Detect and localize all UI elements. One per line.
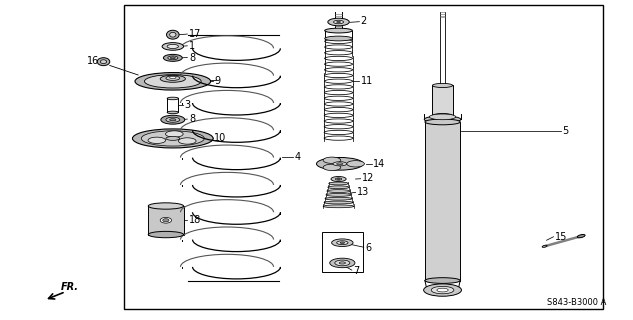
Text: FR.: FR. [61, 282, 79, 292]
Ellipse shape [160, 75, 185, 82]
Ellipse shape [166, 117, 180, 122]
Ellipse shape [327, 190, 350, 193]
Ellipse shape [423, 284, 461, 296]
Ellipse shape [339, 262, 346, 264]
Ellipse shape [170, 119, 176, 121]
Ellipse shape [167, 111, 179, 114]
Ellipse shape [97, 58, 110, 66]
Ellipse shape [332, 239, 353, 246]
Ellipse shape [424, 116, 461, 123]
Ellipse shape [163, 219, 169, 222]
Text: 14: 14 [373, 159, 385, 169]
Ellipse shape [135, 73, 211, 90]
Text: 12: 12 [362, 173, 374, 183]
Ellipse shape [162, 43, 184, 50]
Ellipse shape [432, 114, 453, 118]
Ellipse shape [328, 186, 349, 189]
Ellipse shape [337, 179, 340, 180]
Text: 16: 16 [87, 56, 99, 66]
Ellipse shape [325, 197, 352, 200]
Ellipse shape [179, 138, 196, 144]
Text: 17: 17 [189, 29, 201, 39]
Text: 6: 6 [366, 243, 372, 253]
Text: 7: 7 [353, 266, 360, 276]
Ellipse shape [429, 114, 456, 120]
Bar [124, 4, 603, 309]
Ellipse shape [167, 44, 179, 49]
Text: 1: 1 [189, 41, 196, 51]
Ellipse shape [168, 56, 178, 60]
Ellipse shape [325, 28, 353, 33]
Text: 13: 13 [357, 187, 369, 197]
Ellipse shape [425, 119, 460, 125]
Text: 3: 3 [184, 100, 191, 110]
Ellipse shape [148, 231, 184, 238]
Text: 18: 18 [189, 215, 201, 225]
Bar [432, 85, 453, 116]
Ellipse shape [333, 162, 347, 166]
Ellipse shape [144, 75, 201, 88]
Ellipse shape [331, 177, 346, 181]
Ellipse shape [324, 201, 353, 204]
Text: 5: 5 [562, 126, 568, 136]
Ellipse shape [325, 36, 353, 41]
Ellipse shape [542, 245, 547, 247]
Ellipse shape [432, 84, 453, 87]
Ellipse shape [323, 164, 341, 171]
Ellipse shape [323, 205, 354, 208]
Ellipse shape [148, 137, 166, 143]
Ellipse shape [166, 30, 179, 39]
Ellipse shape [326, 194, 351, 196]
Text: 11: 11 [361, 76, 373, 86]
Ellipse shape [316, 157, 363, 170]
Text: S843-B3000 A: S843-B3000 A [547, 298, 606, 307]
Ellipse shape [340, 242, 344, 244]
Ellipse shape [323, 157, 341, 164]
Ellipse shape [161, 115, 185, 124]
Bar [322, 232, 363, 272]
Ellipse shape [577, 235, 585, 238]
Ellipse shape [431, 286, 454, 294]
Ellipse shape [330, 258, 355, 268]
Ellipse shape [337, 21, 341, 23]
Text: 2: 2 [361, 16, 367, 26]
Ellipse shape [335, 260, 350, 266]
Text: 8: 8 [189, 52, 196, 62]
Ellipse shape [337, 163, 343, 165]
Ellipse shape [160, 217, 172, 223]
Ellipse shape [334, 20, 344, 24]
Ellipse shape [337, 241, 348, 244]
Ellipse shape [329, 182, 348, 185]
Ellipse shape [141, 131, 204, 146]
Text: 8: 8 [189, 114, 196, 124]
Ellipse shape [132, 129, 213, 148]
Bar [148, 206, 184, 235]
Text: 10: 10 [215, 133, 227, 143]
Ellipse shape [166, 137, 180, 140]
Text: 15: 15 [555, 232, 567, 242]
Ellipse shape [101, 60, 106, 64]
Ellipse shape [166, 76, 180, 80]
Ellipse shape [167, 97, 179, 100]
Ellipse shape [347, 161, 365, 167]
Ellipse shape [170, 76, 176, 79]
Ellipse shape [328, 18, 349, 26]
Ellipse shape [165, 131, 183, 137]
Text: 4: 4 [294, 152, 301, 162]
Ellipse shape [170, 57, 175, 59]
Bar [425, 122, 460, 281]
Ellipse shape [425, 278, 460, 284]
Ellipse shape [335, 178, 342, 180]
Text: 9: 9 [215, 76, 220, 86]
Ellipse shape [148, 203, 184, 209]
Ellipse shape [437, 288, 448, 292]
Ellipse shape [170, 32, 176, 37]
Ellipse shape [163, 54, 182, 61]
